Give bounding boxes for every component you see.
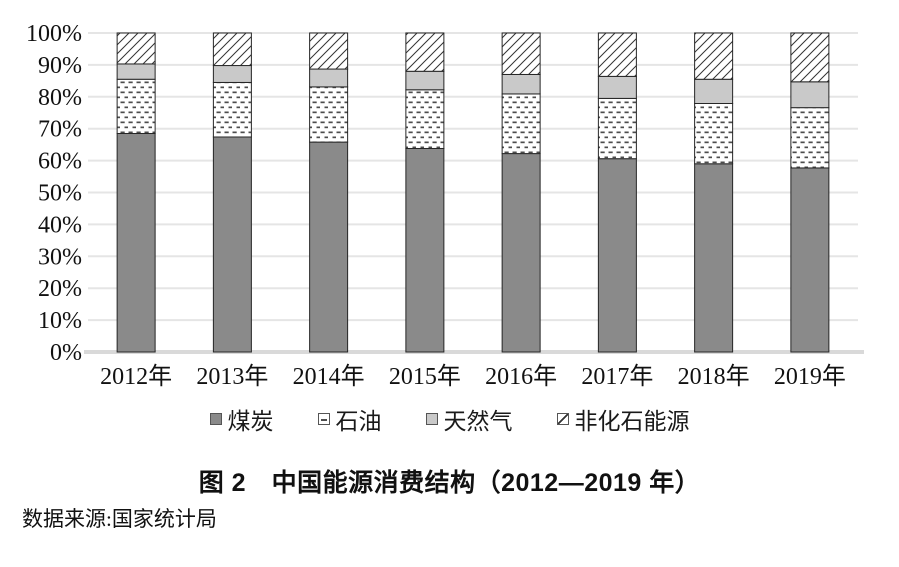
x-axis-label: 2013年 [196, 363, 268, 390]
bar-segment-non-fossil-2019 [790, 32, 830, 83]
legend-swatch-natural-gas-icon [425, 413, 438, 425]
bar-segment-coal-2013 [212, 136, 252, 353]
bar-segment-non-fossil-2016 [501, 32, 541, 75]
legend-label-oil: 石油 [335, 409, 382, 434]
bar-segment-oil-2012 [116, 78, 156, 134]
bar-segment-natural-gas-2012 [116, 63, 156, 80]
bar-segment-oil-2014 [309, 86, 349, 143]
bar-segment-coal-2016 [501, 153, 541, 353]
data-source-note: 数据来源:国家统计局 [22, 507, 217, 531]
bar-segment-natural-gas-2016 [501, 73, 541, 95]
bar-segment-coal-2017 [597, 158, 637, 353]
bar-segment-oil-2018 [694, 102, 734, 165]
bar-segment-oil-2016 [501, 93, 541, 155]
legend-label-coal: 煤炭 [227, 409, 274, 434]
y-tick-label: 30% [38, 244, 82, 270]
y-tick-label: 20% [38, 276, 82, 302]
y-tick-label: 0% [50, 340, 82, 366]
x-axis-label: 2018年 [678, 363, 750, 390]
y-tick-label: 70% [38, 117, 82, 143]
bar-segment-non-fossil-2015 [405, 32, 445, 72]
bar-segment-non-fossil-2014 [309, 32, 349, 70]
y-tick-label: 60% [38, 149, 82, 175]
bar-segment-coal-2014 [309, 141, 349, 353]
y-tick-label: 40% [38, 212, 82, 238]
legend-swatch-non-fossil-icon [556, 413, 569, 425]
bar-segment-non-fossil-2012 [116, 32, 156, 65]
y-tick-label: 90% [38, 53, 82, 79]
legend-item-coal: 煤炭 [209, 402, 274, 436]
bar-segment-natural-gas-2017 [597, 75, 637, 99]
x-axis-label: 2015年 [389, 363, 461, 390]
bar-segment-coal-2019 [790, 167, 830, 353]
bar-segment-oil-2017 [597, 97, 637, 160]
bar-segment-non-fossil-2017 [597, 32, 637, 77]
figure-caption: 图 2 中国能源消费结构（2012—2019 年） [198, 469, 701, 497]
legend-swatch-coal-icon [209, 413, 222, 425]
bar-segment-natural-gas-2019 [790, 81, 830, 109]
bar-segment-coal-2018 [694, 163, 734, 353]
swatch-dash-mark [320, 419, 327, 421]
x-axis-label: 2019年 [774, 363, 846, 390]
legend-swatch-oil-icon [317, 413, 330, 425]
x-axis-label: 2014年 [293, 363, 365, 390]
bar-segment-natural-gas-2018 [694, 78, 734, 104]
bar-segment-oil-2019 [790, 107, 830, 169]
legend-item-non-fossil: 非化石能源 [556, 402, 690, 436]
bar-segment-non-fossil-2018 [694, 32, 734, 80]
chart-legend: 煤炭 石油 天然气 非化石能源 [0, 402, 899, 436]
stacked-bar-chart: 0% 10% 20% 30% 40% 50% 60% 70% 80% 90% 100% 2012年 20… [26, 21, 864, 390]
chart-area: 0% 10% 20% 30% 40% 50% 60% 70% 80% 90% 100% 2012年 20… [26, 21, 864, 390]
x-axis-label: 2016年 [485, 363, 557, 390]
bar-segment-natural-gas-2015 [405, 70, 445, 91]
x-axis-label: 2012年 [100, 363, 172, 390]
legend-item-natural-gas: 天然气 [425, 402, 513, 436]
bar-segment-oil-2013 [212, 81, 252, 138]
y-tick-label: 50% [38, 181, 82, 207]
legend-label-non-fossil: 非化石能源 [574, 409, 690, 434]
y-tick-label: 100% [26, 21, 82, 47]
bar-segment-coal-2015 [405, 147, 445, 353]
bar-segment-coal-2012 [116, 132, 156, 353]
bar-segment-oil-2015 [405, 89, 445, 149]
legend-item-oil: 石油 [317, 402, 382, 436]
bar-segment-non-fossil-2013 [212, 32, 252, 67]
bar-segment-natural-gas-2014 [309, 68, 349, 88]
legend-label-natural-gas: 天然气 [443, 409, 513, 434]
y-tick-label: 10% [38, 308, 82, 334]
y-tick-label: 80% [38, 85, 82, 111]
bar-segment-natural-gas-2013 [212, 65, 252, 83]
x-axis-label: 2017年 [581, 363, 653, 390]
